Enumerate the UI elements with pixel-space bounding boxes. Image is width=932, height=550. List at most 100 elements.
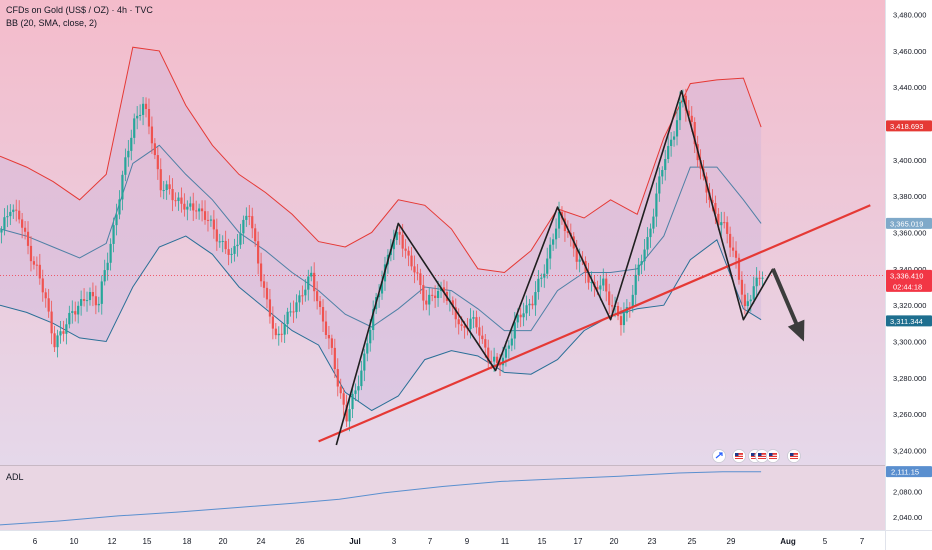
candle-body <box>646 237 649 250</box>
candle-body <box>354 390 357 394</box>
drawings[interactable] <box>318 90 871 446</box>
candle-body <box>690 115 693 123</box>
candle-body <box>507 345 510 349</box>
candle-body <box>97 303 100 306</box>
flag-stripe <box>751 454 759 456</box>
candle-body <box>106 262 109 271</box>
candle-body <box>670 139 673 146</box>
candle-body <box>746 301 749 307</box>
candle-body <box>121 174 124 200</box>
candle-body <box>655 193 658 217</box>
candle-body <box>268 299 272 317</box>
candle-body <box>6 216 9 218</box>
candle-body <box>658 176 661 194</box>
candle-body <box>398 231 401 235</box>
candle-body <box>333 347 336 370</box>
candle-body <box>649 228 652 238</box>
event-icons[interactable] <box>712 449 801 463</box>
candle-body <box>336 369 339 387</box>
adl-pane-background <box>0 466 885 530</box>
candle-body <box>534 292 537 306</box>
candle-body <box>330 338 333 348</box>
candle-body <box>752 286 755 300</box>
candle-body <box>259 263 263 282</box>
candle-body <box>239 233 242 245</box>
candle-body <box>62 331 65 334</box>
candle-body <box>271 316 274 329</box>
price-tick-label: 3,280.000 <box>893 374 926 383</box>
candle-body <box>619 316 623 326</box>
symbol-legend[interactable]: CFDs on Gold (US$ / OZ) · 4h · TVC <box>6 5 153 15</box>
candle-body <box>94 296 97 306</box>
time-tick-label: 15 <box>538 537 547 546</box>
us-flag-icon[interactable] <box>787 449 801 463</box>
indicator-legend[interactable]: BB (20, SMA, close, 2) <box>6 18 97 28</box>
us-flag-icon[interactable] <box>766 449 780 463</box>
candle-body <box>493 356 496 362</box>
candle-body <box>369 330 372 344</box>
candle-body <box>475 317 478 328</box>
time-tick-label: 6 <box>33 537 38 546</box>
candle-body <box>71 311 74 313</box>
candle-body <box>44 292 47 299</box>
candle-body <box>711 199 714 203</box>
candle-body <box>3 217 6 230</box>
flag-stripe <box>769 457 777 458</box>
price-tick-label: 3,240.000 <box>893 446 926 455</box>
candle-body <box>672 136 676 140</box>
time-axis[interactable]: 6 10 12 15 18 20 24 26 Jul 3 7 9 11 15 17 20 23 25 29 Aug 5 7 <box>33 537 865 546</box>
candle-body <box>165 184 168 191</box>
candle-body <box>761 277 764 279</box>
candle-body <box>53 333 56 348</box>
middle-band-value: 3,365.019 <box>890 219 923 228</box>
us-flag-icon[interactable] <box>732 449 746 463</box>
time-tick-label: 11 <box>501 537 510 546</box>
candle-body <box>463 325 466 328</box>
price-badges: 3,418.693 3,365.019 3,336.410 02:44:18 3,311… <box>886 120 932 478</box>
candle-body <box>59 331 62 336</box>
candle-body <box>431 294 434 296</box>
candle-body <box>611 305 614 307</box>
zigzag-pattern <box>335 90 774 446</box>
price-tick-label: 3,320.000 <box>893 301 926 310</box>
time-tick-label: 20 <box>610 537 619 546</box>
time-tick-label: 5 <box>823 537 828 546</box>
candle-body <box>537 278 540 293</box>
candle-body <box>416 272 419 274</box>
candle-body <box>236 244 239 247</box>
candle-body <box>286 311 289 325</box>
candle-body <box>35 264 38 266</box>
price-tick-label: 3,460.000 <box>893 47 926 56</box>
candle-body <box>622 313 626 326</box>
middle-band-badge <box>886 217 932 229</box>
adl-tick-label: 2,040.00 <box>893 513 922 522</box>
candle-body <box>407 250 410 256</box>
candle-body <box>274 328 277 336</box>
candle-body <box>12 209 15 212</box>
candle-body <box>183 203 186 210</box>
candle-body <box>487 347 490 362</box>
candle-body <box>262 281 266 288</box>
candle-body <box>77 305 80 315</box>
up-arrow-icon[interactable] <box>712 449 726 463</box>
candle-body <box>729 233 732 248</box>
flag-stripe <box>735 454 743 456</box>
flag-stripe <box>790 454 798 456</box>
candle-body <box>549 244 552 259</box>
candle-body <box>525 305 528 314</box>
candle-body <box>242 219 245 234</box>
time-tick-label: 3 <box>392 537 397 546</box>
candle-body <box>575 248 578 262</box>
price-tick-label: 3,400.000 <box>893 156 926 165</box>
candle-body <box>678 101 682 121</box>
candle-body <box>295 302 298 313</box>
candle-body <box>168 184 171 190</box>
candle-body <box>460 324 463 326</box>
adl-legend[interactable]: ADL <box>6 472 24 482</box>
candle-body <box>667 145 670 160</box>
bb-upper-band <box>0 46 762 274</box>
candle-body <box>351 393 354 410</box>
time-tick-label: 26 <box>296 537 305 546</box>
candle-body <box>557 212 561 229</box>
